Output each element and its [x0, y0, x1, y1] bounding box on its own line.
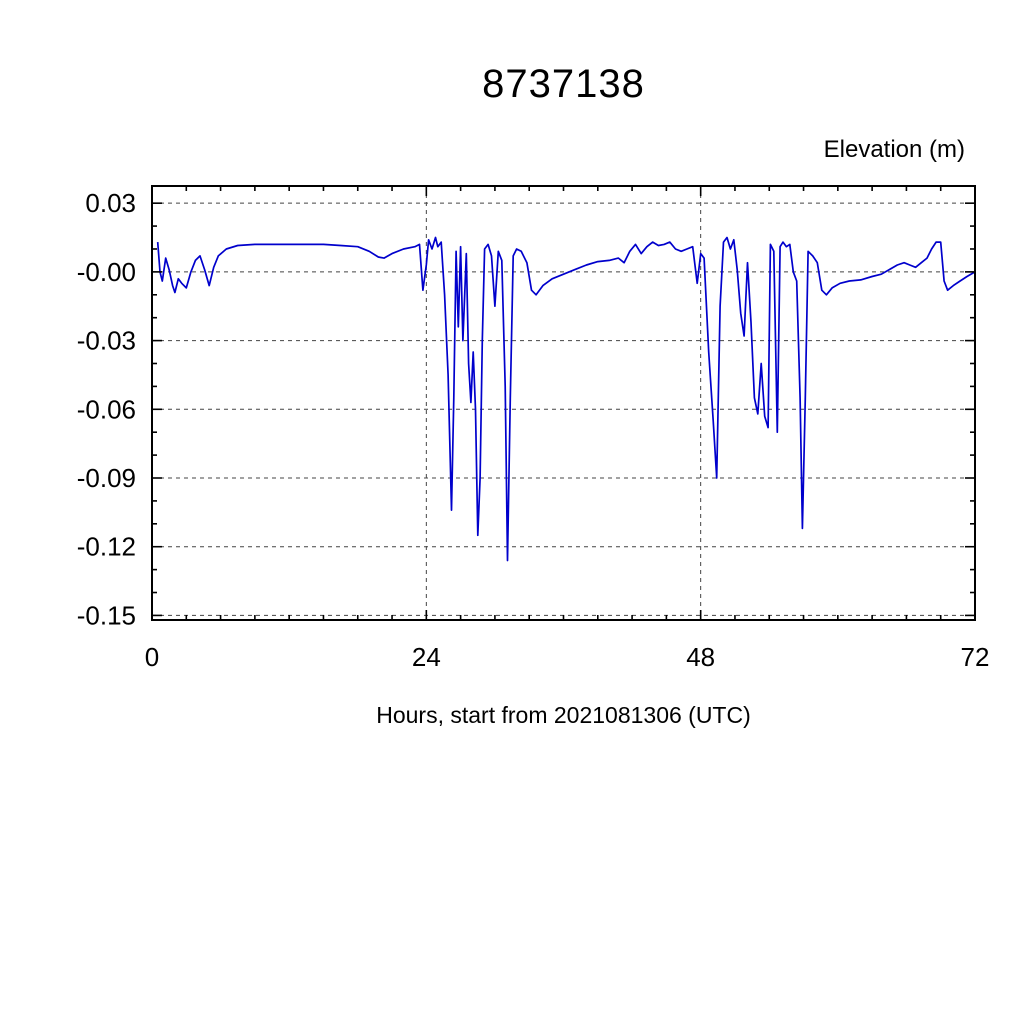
y-tick-label: -0.00	[77, 257, 136, 287]
y-axis-title: Elevation (m)	[823, 136, 965, 163]
elevation-line-chart: 0 24 48 72 0.03 -0.00 -0.03 -0.06 -0.09 -0.12 -0.1…	[77, 185, 990, 672]
y-tick-label: -0.03	[77, 326, 136, 356]
plot-frame	[151, 185, 976, 621]
y-tick-label: -0.09	[77, 463, 136, 493]
x-tick-label: 48	[686, 642, 715, 672]
x-tick-label: 24	[412, 642, 441, 672]
chart-title: 8737138	[482, 62, 645, 106]
elevation-series-line	[156, 236, 976, 562]
y-tick-label: -0.15	[77, 600, 136, 630]
x-axis-title: Hours, start from 2021081306 (UTC)	[376, 702, 751, 728]
y-tick-label: -0.12	[77, 532, 136, 562]
y-tick-label: -0.06	[77, 394, 136, 424]
x-tick-label: 0	[145, 642, 159, 672]
y-tick-label: 0.03	[85, 188, 136, 218]
x-tick-label: 72	[961, 642, 990, 672]
